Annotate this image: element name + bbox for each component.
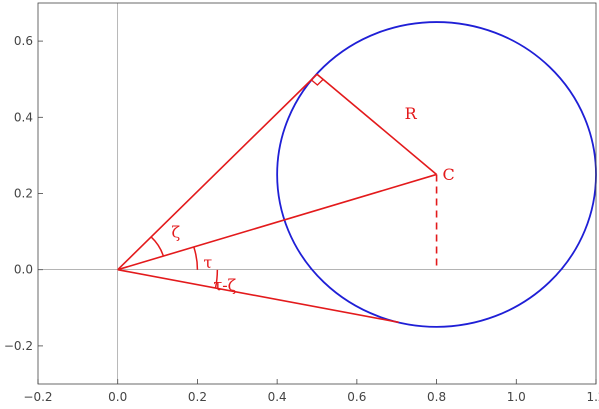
label-C: C bbox=[443, 165, 455, 184]
x-tick-label: 1.0 bbox=[507, 390, 526, 404]
label-tau: τ bbox=[203, 253, 212, 272]
y-tick-label: 0.2 bbox=[14, 187, 33, 201]
upper-tangent bbox=[117, 73, 318, 271]
label-zeta: ζ bbox=[172, 222, 181, 241]
radius bbox=[316, 73, 438, 176]
x-tick-label: 0.4 bbox=[268, 390, 287, 404]
axes-layer: −0.2 0.0 0.2 0.4 0.6 0.8 1.0 1.2 −0.2 0.0 0.2 0.4 0.… bbox=[4, 3, 599, 404]
y-tick-label: 0.0 bbox=[14, 263, 33, 277]
plot-frame bbox=[37, 2, 597, 385]
y-tick-label: 0.4 bbox=[14, 110, 33, 124]
label-R: R bbox=[405, 104, 418, 123]
arc-tau bbox=[193, 246, 199, 270]
x-tick-label: 0.2 bbox=[188, 390, 207, 404]
right-angle-marker bbox=[310, 78, 324, 86]
x-tick-label: 0.6 bbox=[347, 390, 366, 404]
y-tick-label: −0.2 bbox=[4, 339, 33, 353]
label-tau-zeta: τ-ζ bbox=[213, 276, 236, 295]
x-tick-label: 0.8 bbox=[427, 390, 446, 404]
center-line bbox=[117, 173, 437, 271]
arc-zeta bbox=[150, 236, 165, 257]
labels-layer: R Cζ ττ-ζ bbox=[172, 104, 455, 294]
x-tick-label: 1.2 bbox=[586, 390, 599, 404]
lower-tangent bbox=[117, 268, 399, 324]
y-tick-label: 0.6 bbox=[14, 34, 33, 48]
arc-tau-zeta bbox=[214, 269, 219, 289]
x-tick-label: −0.2 bbox=[23, 390, 52, 404]
x-tick-label: 0.0 bbox=[108, 390, 127, 404]
